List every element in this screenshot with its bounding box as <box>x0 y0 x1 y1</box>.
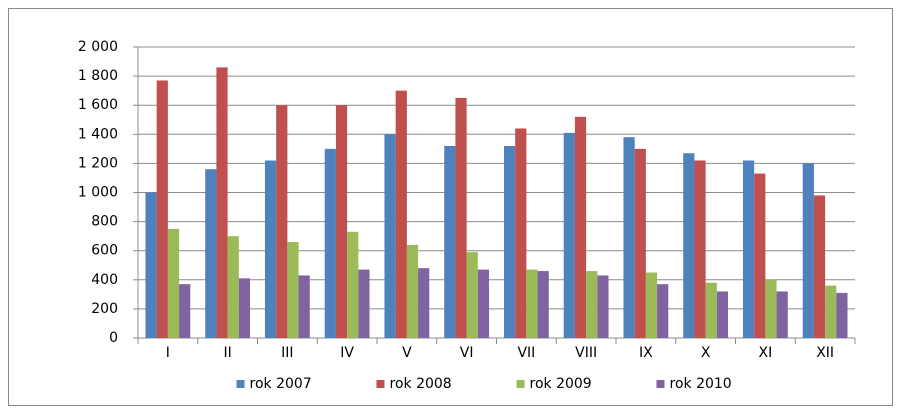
x-tick-label: VII <box>517 345 535 361</box>
x-tick-label: XI <box>759 345 773 361</box>
y-tick-label: 0 <box>109 330 118 346</box>
bar <box>515 128 527 338</box>
bar <box>705 282 717 338</box>
bar <box>836 292 848 338</box>
y-tick-label: 1 400 <box>78 126 118 142</box>
bar <box>742 160 755 338</box>
legend-swatch <box>376 380 385 388</box>
y-tick-label: 1 200 <box>78 155 118 171</box>
legend-label: rok 2009 <box>530 376 592 392</box>
bar <box>395 90 407 339</box>
bar <box>406 244 419 338</box>
x-tick-label: VIII <box>575 345 597 361</box>
y-tick-label: 1 800 <box>78 68 118 84</box>
bar <box>597 275 609 338</box>
bar <box>765 279 777 338</box>
y-tick-label: 1 000 <box>78 185 118 201</box>
bar <box>276 105 288 338</box>
bar <box>537 271 549 338</box>
bar <box>466 252 478 338</box>
y-tick-label: 800 <box>91 214 118 230</box>
legend-label: rok 2010 <box>670 376 732 392</box>
bar <box>335 105 348 338</box>
bar <box>179 284 191 338</box>
bar <box>298 275 310 338</box>
y-tick-label: 2 000 <box>78 39 118 55</box>
bar <box>802 163 814 338</box>
bar <box>384 134 396 338</box>
bar <box>503 145 516 338</box>
bar <box>145 192 157 338</box>
x-tick-label: X <box>701 345 711 361</box>
bar <box>657 284 669 338</box>
bar <box>347 231 359 338</box>
bar <box>358 269 370 338</box>
y-tick-label: 1 600 <box>78 97 118 113</box>
legend-swatch <box>236 380 245 388</box>
bar <box>776 291 788 338</box>
bar <box>563 132 575 338</box>
x-tick-label: VI <box>460 345 474 361</box>
bar <box>264 160 277 338</box>
bar <box>238 278 251 338</box>
bar <box>156 80 168 338</box>
bar <box>418 268 430 338</box>
bar <box>754 173 766 338</box>
bar <box>526 269 538 338</box>
bar <box>716 291 729 338</box>
bar <box>227 236 239 338</box>
bar <box>623 137 635 338</box>
y-tick-label: 400 <box>91 272 118 288</box>
legend-label: rok 2008 <box>390 376 452 392</box>
bar <box>683 153 695 338</box>
x-tick-label: III <box>281 345 293 361</box>
legend-swatch <box>516 380 525 388</box>
bar <box>477 269 490 338</box>
bar <box>205 169 217 338</box>
x-tick-label: II <box>223 345 231 361</box>
bar <box>694 160 706 338</box>
bar <box>324 148 336 338</box>
bar <box>645 272 658 338</box>
legend-swatch <box>656 380 665 388</box>
bar <box>586 271 598 338</box>
x-tick-label: V <box>402 345 412 361</box>
y-tick-label: 200 <box>91 301 118 317</box>
bar <box>287 241 299 338</box>
bar <box>574 116 587 338</box>
bar <box>813 195 826 338</box>
bar <box>455 97 467 338</box>
y-tick-label: 600 <box>91 243 118 259</box>
bar <box>167 228 180 338</box>
x-tick-label: IV <box>340 345 354 361</box>
bar <box>216 67 228 339</box>
x-tick-label: I <box>166 345 170 361</box>
x-tick-label: XII <box>816 345 834 361</box>
x-tick-label: IX <box>639 345 653 361</box>
bar <box>634 148 646 338</box>
bar <box>825 285 837 338</box>
legend-label: rok 2007 <box>250 376 312 392</box>
bar <box>444 145 456 338</box>
